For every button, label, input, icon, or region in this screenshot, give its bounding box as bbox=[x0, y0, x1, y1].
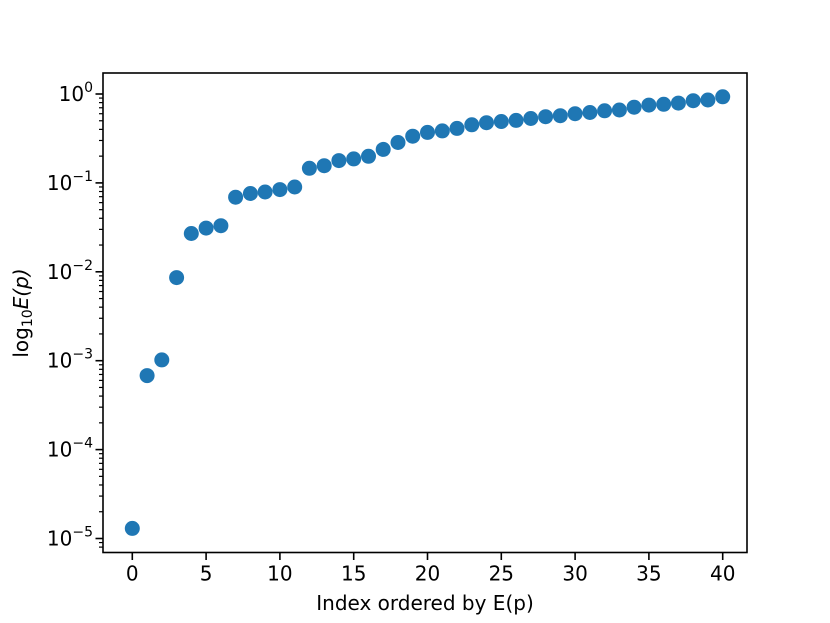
data-point bbox=[361, 148, 376, 164]
data-point bbox=[154, 352, 170, 368]
y-tick-label: 100 bbox=[59, 80, 93, 106]
data-point bbox=[198, 220, 214, 236]
data-point bbox=[597, 103, 613, 119]
y-tick-label: 10−5 bbox=[47, 525, 93, 551]
data-point bbox=[301, 160, 317, 176]
data-point bbox=[346, 151, 362, 167]
data-point bbox=[523, 111, 539, 126]
y-axis-label-prefix: log bbox=[9, 327, 33, 358]
x-tick-label: 0 bbox=[126, 562, 139, 586]
data-point bbox=[257, 184, 273, 200]
data-point bbox=[287, 179, 303, 195]
data-point bbox=[552, 108, 568, 124]
data-point bbox=[626, 99, 642, 115]
data-point bbox=[479, 115, 494, 131]
x-tick-label: 40 bbox=[710, 562, 735, 586]
data-point bbox=[390, 135, 406, 150]
data-point bbox=[715, 89, 731, 105]
data-point bbox=[272, 182, 288, 198]
data-point bbox=[242, 186, 258, 201]
x-tick-label: 5 bbox=[200, 562, 213, 586]
data-point bbox=[139, 368, 155, 384]
data-point bbox=[700, 92, 716, 108]
data-point bbox=[582, 105, 598, 120]
y-axis-label-math: E(p) bbox=[9, 268, 33, 310]
data-point bbox=[538, 109, 554, 125]
data-point bbox=[169, 270, 185, 286]
data-point bbox=[316, 158, 332, 174]
y-tick-label: 10−2 bbox=[47, 258, 93, 284]
data-point bbox=[375, 141, 391, 157]
data-point bbox=[420, 124, 435, 140]
data-point bbox=[405, 128, 421, 144]
data-point bbox=[449, 120, 465, 136]
data-point bbox=[331, 153, 347, 169]
axes-frame bbox=[102, 72, 748, 554]
data-point bbox=[611, 102, 627, 118]
data-point bbox=[567, 106, 583, 122]
data-point bbox=[434, 123, 450, 139]
x-tick-label: 25 bbox=[489, 562, 514, 586]
data-point bbox=[183, 226, 199, 241]
x-tick-label: 35 bbox=[636, 562, 661, 586]
data-point bbox=[228, 189, 244, 205]
data-point bbox=[508, 112, 524, 128]
y-axis-label: log10E(p) bbox=[9, 268, 36, 358]
x-tick-label: 30 bbox=[562, 562, 587, 586]
y-tick-label: 10−1 bbox=[47, 169, 93, 195]
data-point bbox=[493, 114, 509, 129]
data-point bbox=[641, 97, 657, 113]
data-point bbox=[464, 117, 480, 133]
y-axis-label-subscript: 10 bbox=[20, 309, 36, 328]
x-tick-label: 15 bbox=[341, 562, 366, 586]
y-tick-label: 10−3 bbox=[47, 347, 93, 373]
data-point bbox=[685, 93, 701, 109]
data-point bbox=[213, 218, 229, 234]
x-tick-label: 10 bbox=[267, 562, 292, 586]
y-tick-label: 10−4 bbox=[47, 436, 93, 462]
data-point bbox=[124, 520, 140, 536]
x-tick-label: 20 bbox=[415, 562, 440, 586]
data-point bbox=[656, 96, 672, 112]
data-point bbox=[670, 95, 686, 111]
x-axis-label: Index ordered by E(p) bbox=[316, 591, 534, 615]
